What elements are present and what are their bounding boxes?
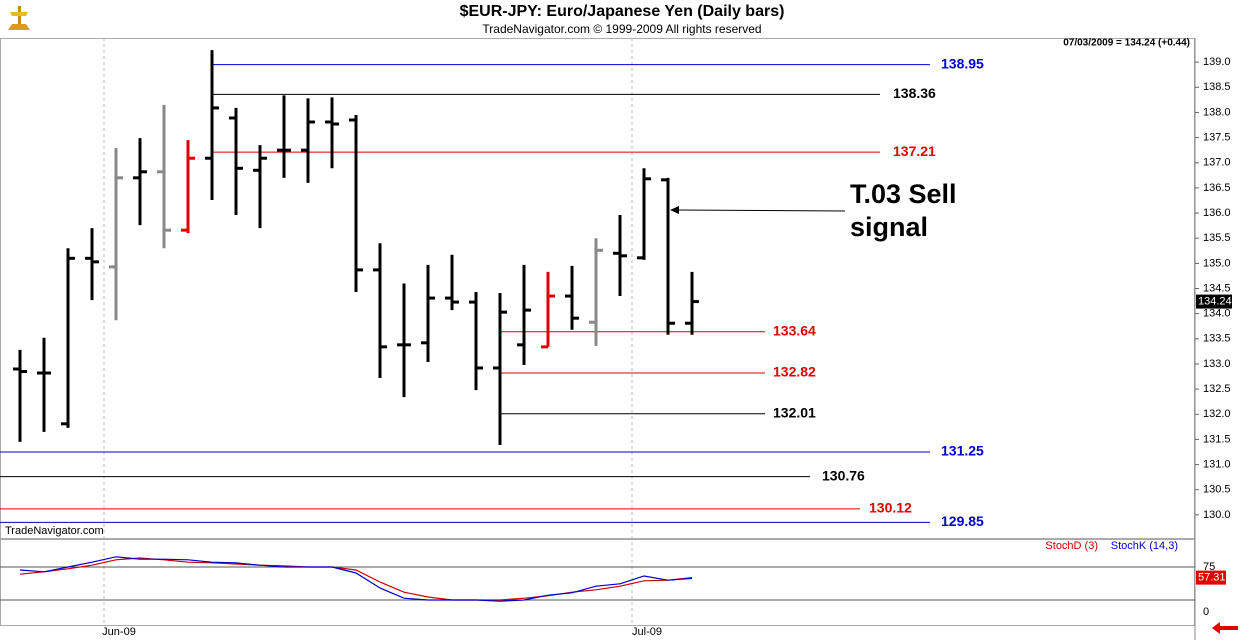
level-label: 133.64 [773,322,816,338]
logo [8,6,30,30]
level-label: 130.76 [822,467,865,483]
info: 07/03/2009 = 134.24 (+0.44) [1063,38,1190,49]
last-value-label: 57.31 [1198,572,1226,584]
y-tick-label: 137.0 [1203,157,1231,169]
level-label: 130.12 [869,500,912,516]
y-tick-label: 132.5 [1203,383,1231,395]
y-tick-label: 135.5 [1203,232,1231,244]
level-label: 137.21 [893,143,936,159]
x-tick-label: Jun-09 [102,626,136,638]
y-tick-label: 0 [1203,606,1209,618]
arrow-head [670,206,679,214]
last-price-tag [1196,294,1232,309]
legend-entry: StochD (3) [1045,540,1098,552]
y-tick-label: 138.0 [1203,106,1231,118]
chart-subtitle: TradeNavigator.com © 1999-2009 All right… [482,22,761,36]
y-tick-label: 130.5 [1203,484,1231,496]
y-tick-label: 135.0 [1203,257,1231,269]
watermark: TradeNavigator.com [5,525,104,537]
y-tick-label: 75 [1203,561,1215,573]
last-value-tag [1196,570,1226,585]
y-tick-label: 138.5 [1203,81,1231,93]
y-tick-label: 133.5 [1203,333,1231,345]
y-tick-label: 133.0 [1203,358,1231,370]
last-price-label: 134.24 [1198,295,1232,307]
y-tick-label: 134.0 [1203,308,1231,320]
stoch-line [19,556,693,602]
y-tick-label: 131.5 [1203,433,1231,445]
y-tick-label: 132.0 [1203,408,1231,420]
y-tick-label: 130.0 [1203,509,1231,521]
y-tick-label: 134.5 [1203,282,1231,294]
level-label: 132.01 [773,404,816,420]
annotation: T.03 Sell [850,179,957,209]
level-label: 138.36 [893,85,936,101]
y-tick-label: 136.0 [1203,207,1231,219]
level-label: 129.85 [941,513,984,529]
y-tick-label: 131.0 [1203,458,1231,470]
annotation-arrow [675,209,846,212]
y-tick-label: 139.0 [1203,56,1231,68]
annotation: signal [850,212,928,242]
level-label: 138.95 [941,55,984,71]
legend-entry: StochK (14,3) [1111,540,1178,552]
y-tick-label: 137.5 [1203,132,1231,144]
x-tick-label: Jul-09 [632,626,662,638]
chart-title: $EUR-JPY: Euro/Japanese Yen (Daily bars) [460,3,785,20]
y-tick-label: 136.5 [1203,182,1231,194]
level-label: 131.25 [941,443,984,459]
level-label: 132.82 [773,364,816,380]
scroll-arrow[interactable] [1212,622,1238,634]
